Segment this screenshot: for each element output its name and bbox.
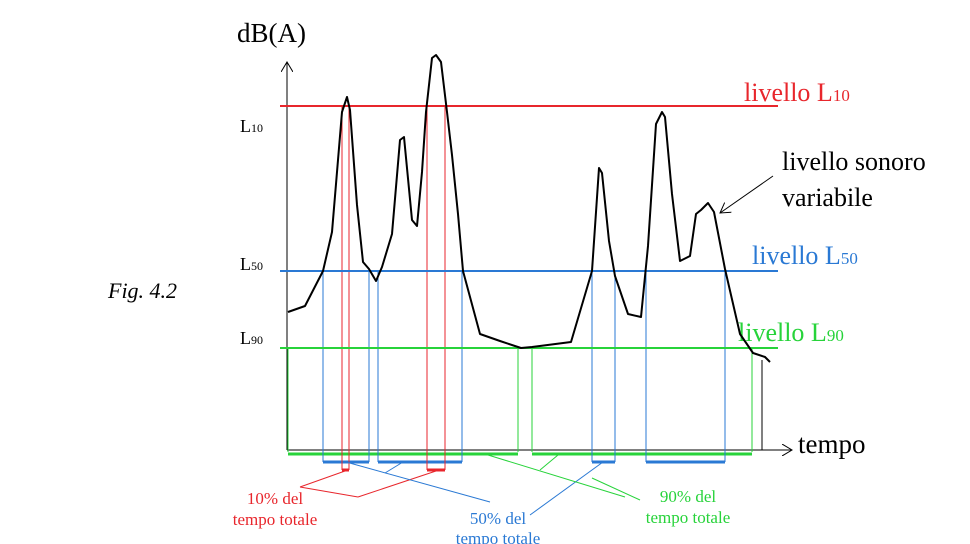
signal-arrow [720,175,774,213]
tick-l90: L90 [240,328,263,348]
axes: dB(A) tempo [237,18,866,459]
note-50-pointers [345,461,604,516]
y-axis-label: dB(A) [237,18,306,48]
note-90-line1: 90% del [660,487,716,506]
tick-l10: L10 [240,116,263,136]
note-10-percent: 10% del tempo totale [233,489,318,529]
l90-level-label: livello L90 [738,318,844,347]
figure-caption: Fig. 4.2 [107,278,177,303]
l10-projections [341,106,446,470]
note-10-line2: tempo totale [233,510,318,529]
note-10-line1: 10% del [247,489,303,508]
signal-label-line1: livello sonoro [782,147,926,176]
x-axis-label: tempo [798,429,866,459]
signal-label-line2: variabile [782,183,873,212]
note-90-percent: 90% del tempo totale [646,487,731,527]
tick-l50: L50 [240,254,263,274]
l50-projections [322,271,726,462]
note-90-pointers [487,454,641,501]
sound-level-curve [287,54,771,363]
note-50-line2: tempo totale [456,529,541,544]
note-90-line2: tempo totale [646,508,731,527]
note-50-line1: 50% del [470,509,526,528]
l10-level-label: livello L10 [744,78,850,107]
l50-level-label: livello L50 [752,241,858,270]
l90-projections [287,348,753,452]
note-10-pointers [299,470,437,498]
note-50-percent: 50% del tempo totale [456,509,541,544]
